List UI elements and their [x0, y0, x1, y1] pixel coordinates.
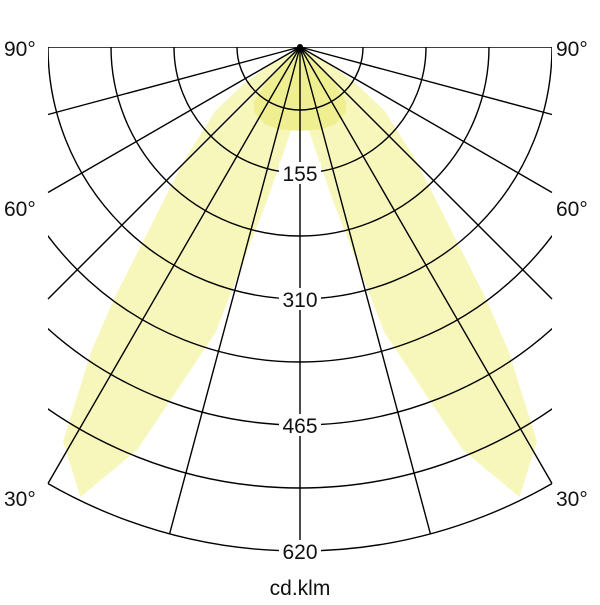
labels: 90° 90° 60° 60° 30° 30° cd.klm 155 310 465… — [4, 38, 588, 600]
unit-label: cd.klm — [270, 577, 331, 600]
angle-line — [299, 46, 553, 484]
angle-line — [299, 46, 553, 116]
intensity-curve-1 — [63, 47, 537, 498]
angle-label-30-left: 30° — [4, 488, 36, 511]
origin-point — [297, 44, 303, 50]
angle-line — [299, 46, 553, 300]
angle-label-60-left: 60° — [4, 198, 36, 221]
angle-line — [47, 46, 301, 300]
radial-tick-label: 465 — [282, 415, 317, 438]
tick-label-background — [279, 540, 321, 562]
angle-line — [47, 46, 301, 194]
angle-line — [299, 46, 432, 534]
angle-label-90-right: 90° — [556, 38, 588, 61]
angle-line — [299, 46, 553, 194]
angle-line — [168, 46, 301, 534]
tick-label-background — [279, 288, 321, 310]
radial-tick-label: 310 — [282, 289, 317, 312]
tick-label-background — [279, 162, 321, 184]
angle-label-90-left: 90° — [4, 38, 36, 61]
angle-lines — [47, 44, 553, 551]
angle-label-60-right: 60° — [556, 198, 588, 221]
tick-label-background — [279, 414, 321, 436]
radial-tick-label: 620 — [282, 541, 317, 564]
angle-line — [47, 46, 301, 116]
radial-tick-label: 155 — [282, 163, 317, 186]
angle-label-30-right: 30° — [556, 488, 588, 511]
angle-line — [47, 46, 301, 484]
